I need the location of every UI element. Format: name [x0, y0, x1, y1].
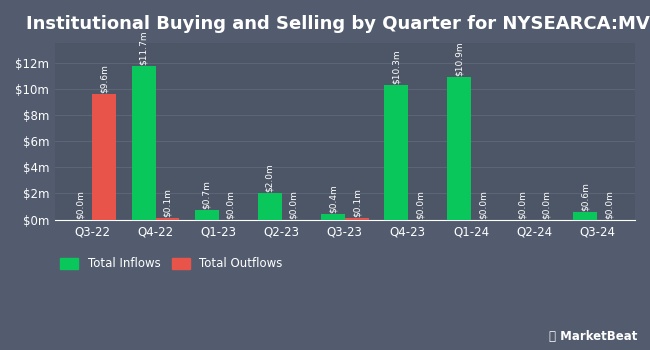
Text: $2.0m: $2.0m [265, 164, 274, 193]
Text: $0.0m: $0.0m [604, 190, 614, 219]
Legend: Total Inflows, Total Outflows: Total Inflows, Total Outflows [60, 257, 283, 270]
Text: $0.1m: $0.1m [352, 188, 361, 217]
Bar [384, 85, 408, 220]
Bar [321, 215, 345, 220]
Text: $0.4m: $0.4m [328, 185, 337, 214]
Bar [573, 212, 597, 220]
Bar [194, 210, 218, 220]
Text: $10.9m: $10.9m [454, 41, 463, 76]
Text: $0.0m: $0.0m [517, 190, 526, 219]
Text: $0.6m: $0.6m [580, 182, 590, 211]
Bar [257, 194, 281, 220]
Text: $0.0m: $0.0m [478, 190, 488, 219]
Text: $11.7m: $11.7m [139, 31, 148, 65]
Text: $9.6m: $9.6m [100, 64, 109, 93]
Text: $0.1m: $0.1m [163, 188, 172, 217]
Bar [131, 66, 155, 220]
Text: $0.0m: $0.0m [289, 190, 298, 219]
Title: Institutional Buying and Selling by Quarter for NYSEARCA:MVV: Institutional Buying and Selling by Quar… [26, 15, 650, 33]
Bar [344, 218, 369, 220]
Text: ⺯ MarketBeat: ⺯ MarketBeat [549, 330, 637, 343]
Bar [447, 77, 471, 220]
Bar [92, 94, 116, 220]
Text: $10.3m: $10.3m [391, 49, 400, 84]
Text: $0.7m: $0.7m [202, 181, 211, 209]
Text: $0.0m: $0.0m [76, 190, 85, 219]
Text: $0.0m: $0.0m [226, 190, 235, 219]
Text: $0.0m: $0.0m [541, 190, 551, 219]
Text: $0.0m: $0.0m [415, 190, 424, 219]
Bar [155, 218, 179, 220]
